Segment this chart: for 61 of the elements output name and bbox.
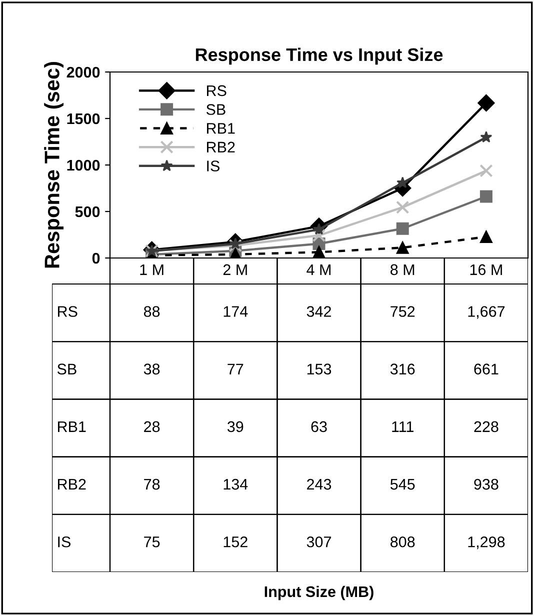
text: RB1	[58, 421, 86, 432]
point	[478, 94, 495, 112]
legend-label: IS	[207, 160, 220, 172]
x-tick-label: 2 M	[223, 264, 247, 275]
y-tick-label: 0	[92, 252, 100, 264]
point	[396, 200, 410, 214]
text: RS	[58, 306, 78, 317]
data-label: 63	[311, 421, 327, 432]
data-label: 174	[224, 306, 248, 317]
data-label: 28	[144, 421, 160, 432]
data-label: 307	[306, 536, 331, 548]
data-label: 1,298	[468, 536, 505, 550]
point	[480, 230, 492, 244]
data-label: 88	[144, 306, 160, 317]
chart-title: Response Time vs Input Size	[196, 48, 443, 65]
point	[312, 228, 326, 242]
data-label: 153	[307, 364, 332, 374]
text: SB	[57, 364, 76, 374]
data-label: 38	[144, 364, 160, 374]
legend-label: RB2	[207, 142, 235, 152]
x-tick-label: 1 M	[140, 264, 164, 275]
x-tick-label: 8 M	[390, 264, 414, 276]
point	[480, 190, 492, 203]
point	[480, 164, 493, 178]
point	[396, 241, 409, 254]
data-label: 342	[306, 306, 331, 317]
data-label: 316	[390, 364, 415, 374]
data-label: 752	[390, 306, 415, 317]
data-label: 545	[390, 479, 415, 490]
point	[480, 131, 492, 142]
text: RB2	[58, 478, 86, 490]
data-label: 111	[392, 421, 414, 432]
legend-label: SB	[206, 104, 226, 115]
data-label: 661	[474, 364, 498, 374]
data-label: 228	[474, 421, 498, 432]
y-tick-label: 1500	[67, 113, 100, 124]
x-tick-label: 16 M	[470, 264, 502, 276]
y-tick-label: 1000	[67, 160, 100, 171]
legend-label: RB1	[207, 123, 235, 134]
data-label: 77	[228, 364, 244, 374]
text: IS	[58, 536, 70, 548]
y-tick-label: 2000	[66, 66, 100, 78]
data-label: 808	[390, 536, 415, 548]
data-label: 243	[307, 478, 332, 490]
data-label: 152	[224, 536, 248, 548]
data-label: 78	[144, 478, 160, 490]
data-label: 134	[224, 478, 248, 490]
data-label: 75	[144, 536, 160, 548]
data-label: 1,667	[468, 306, 505, 319]
x-tick-label: 4 M	[306, 264, 330, 275]
legend-label: RS	[207, 85, 226, 96]
data-label: 39	[227, 421, 244, 432]
point	[396, 176, 409, 188]
point	[312, 246, 326, 258]
text: Input Size (MB)	[264, 586, 374, 600]
y-axis-title: Response Time (sec)	[44, 62, 64, 268]
point	[396, 222, 409, 235]
y-tick-label: 500	[75, 206, 100, 218]
point	[228, 238, 242, 252]
data-label: 938	[474, 478, 498, 490]
point	[229, 238, 242, 250]
